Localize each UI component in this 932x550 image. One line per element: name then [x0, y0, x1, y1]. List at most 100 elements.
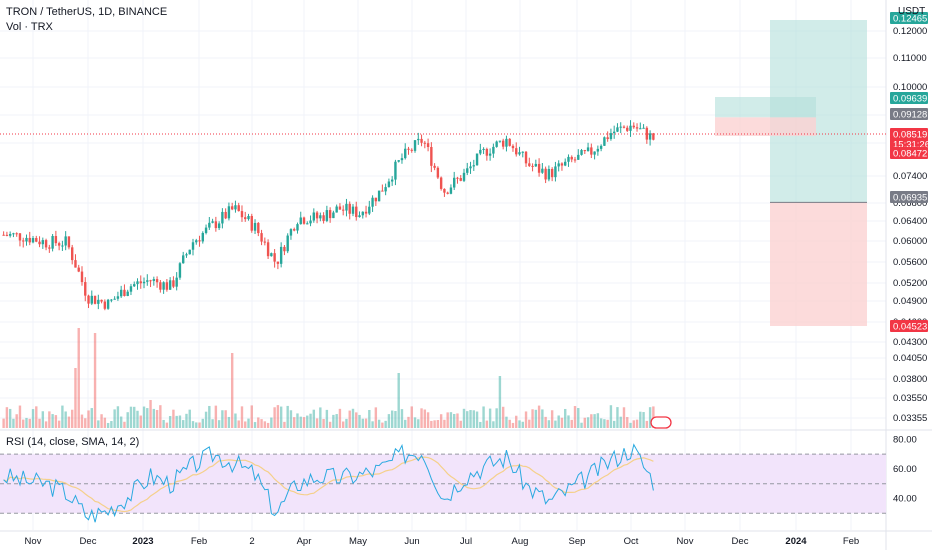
volume-bar [279, 406, 283, 428]
candle-body [652, 133, 655, 140]
volume-bar [423, 409, 427, 428]
volume-bar [498, 376, 502, 428]
candle-body [126, 291, 129, 296]
candle-body [119, 289, 123, 297]
candle-body [541, 168, 544, 173]
candle-body [397, 160, 400, 162]
long-position-loss-zone [770, 202, 867, 326]
volume-bar [462, 408, 466, 428]
volume-bar [335, 414, 338, 428]
volume-bar [648, 407, 652, 428]
volume-legend[interactable]: Vol · TRX [6, 21, 53, 33]
volume-bar [368, 409, 371, 428]
candle-body [302, 217, 306, 224]
rsi-legend[interactable]: RSI (14, close, SMA, 14, 2) [6, 436, 140, 448]
candle-body [485, 148, 489, 156]
volume-bar [479, 421, 482, 428]
volume-bar [113, 409, 116, 428]
volume-bar [97, 420, 100, 428]
volume-bar [355, 412, 358, 428]
price-badge-entry-bg [890, 108, 928, 120]
candle-body [93, 295, 97, 304]
volume-bar [599, 418, 603, 428]
volume-bar [577, 408, 580, 428]
volume-bar [469, 410, 472, 428]
volume-bar [319, 407, 322, 428]
volume-bar [590, 414, 593, 428]
volume-bar [110, 421, 113, 428]
price-badge-top-bg [890, 12, 928, 24]
candle-body [570, 156, 573, 160]
volume-bar [632, 420, 635, 428]
volume-bar [537, 405, 541, 428]
candle-body [335, 206, 338, 213]
candle-body [247, 215, 250, 220]
volume-bar [230, 353, 234, 428]
candle-body [185, 254, 188, 256]
candle-body [168, 280, 172, 290]
time-axis-label: Feb [843, 536, 859, 547]
volume-bar [387, 414, 391, 428]
candle-body [312, 212, 316, 221]
volume-bar [456, 413, 459, 428]
volume-bar [103, 417, 107, 428]
volume-bar [227, 416, 231, 428]
candle-body [459, 178, 462, 181]
candle-body [110, 299, 113, 301]
candle-body [2, 234, 5, 236]
candle-body [390, 179, 394, 182]
candle-body [103, 301, 107, 309]
candle-body [263, 241, 267, 243]
price-badge-current: 0.08519 [893, 130, 927, 141]
candle-body [149, 280, 152, 282]
candle-body [573, 159, 577, 161]
volume-bar [106, 422, 110, 428]
symbol-title[interactable]: TRON / TetherUS, 1D, BINANCE [6, 6, 168, 18]
candle-body [524, 151, 528, 164]
volume-bar [508, 419, 511, 428]
candle-body [635, 127, 639, 129]
time-axis-label: Jul [460, 536, 472, 547]
price-tick-label: 0.12000 [893, 26, 927, 37]
volume-bar [54, 415, 58, 428]
volume-bar [619, 416, 622, 428]
candle-body [48, 247, 51, 249]
candle-body [368, 206, 371, 214]
candle-body [400, 158, 404, 161]
volume-bar [80, 414, 84, 428]
volume-bar [90, 408, 93, 428]
volume-bar [5, 407, 9, 428]
volume-bar [84, 418, 87, 428]
volume-bar [296, 413, 299, 428]
volume-bar [74, 368, 77, 428]
volume-bar [250, 405, 253, 428]
price-badge-target: 0.09639 [893, 94, 927, 105]
candle-body [436, 167, 440, 178]
volume-bar [361, 418, 364, 428]
candle-body [345, 203, 348, 211]
volume-bar [25, 417, 28, 428]
candle-body [488, 153, 492, 156]
volume-bar [44, 421, 48, 428]
candle-body [453, 177, 456, 188]
volume-bar [609, 405, 613, 428]
price-tick-label: 0.06800 [893, 198, 927, 209]
candle-body [456, 177, 459, 179]
volume-bar [133, 406, 136, 428]
candle-body [410, 149, 413, 151]
candle-body [319, 215, 322, 219]
candle-body [77, 267, 80, 272]
price-tick-label: 0.10000 [893, 82, 927, 93]
candle-body [204, 227, 208, 233]
candle-body [361, 211, 364, 216]
candle-body [332, 212, 335, 219]
volume-bar [397, 373, 400, 428]
candle-body [18, 233, 22, 241]
candle-body [528, 163, 531, 166]
candle-body [270, 253, 273, 257]
candle-body [381, 190, 384, 192]
volume-bar [485, 420, 489, 428]
volume-bar [221, 410, 224, 428]
